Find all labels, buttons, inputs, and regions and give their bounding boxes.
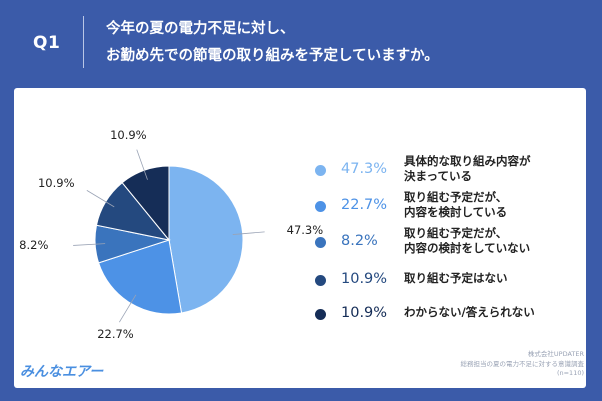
legend-dot xyxy=(315,201,326,212)
pie-leader-line xyxy=(73,243,106,246)
source-company: 株式会社UPDATER xyxy=(527,350,584,358)
legend-label-line1: 取り組む予定だが、 xyxy=(404,226,508,240)
legend-label-line2: 決まっている xyxy=(404,169,472,183)
pie-leader-line xyxy=(232,231,265,235)
question-header: Q1 今年の夏の電力不足に対し、 お勤め先での節電の取り組みを予定していますか。 xyxy=(0,0,602,84)
legend-label: 取り組む予定だが、 内容を検討している xyxy=(404,190,507,220)
legend-item: 47.3% 具体的な取り組み内容が 決まっている xyxy=(315,154,583,188)
question-text-line2: お勤め先での節電の取り組みを予定していますか。 xyxy=(106,48,439,64)
legend-label: 取り組む予定はない xyxy=(404,271,508,286)
question-number: Q1 xyxy=(33,33,61,53)
legend-label-line1: わからない/答えられない xyxy=(404,305,535,319)
pie-percent-label: 10.9% xyxy=(110,128,147,143)
header-divider xyxy=(83,16,84,68)
chart-legend: 47.3% 具体的な取り組み内容が 決まっている 22.7% 取り組む予定だが、… xyxy=(315,154,583,390)
legend-label: 取り組む予定だが、 内容の検討をしていない xyxy=(404,226,530,256)
legend-percent: 47.3% xyxy=(341,161,388,177)
legend-label: 具体的な取り組み内容が 決まっている xyxy=(404,154,531,184)
legend-percent: 10.9% xyxy=(341,305,388,321)
pie-percent-label: 10.9% xyxy=(37,176,75,191)
survey-source: 株式会社UPDATER 総務担当の夏の電力不足に対する意識調査 (n=110) xyxy=(461,350,585,379)
legend-label-line2: 内容を検討している xyxy=(404,205,508,219)
pie-leader-line xyxy=(119,294,137,323)
legend-dot xyxy=(315,309,326,320)
pie-chart xyxy=(73,149,265,323)
legend-item: 10.9% 取り組む予定はない xyxy=(315,264,583,298)
chart-card: 47.3% 22.7% 8.2% 10.9% 10.9% 47.3% 具体的な取り組み内… xyxy=(14,88,586,388)
source-sample-size: (n=110) xyxy=(556,369,584,377)
question-text-line1: 今年の夏の電力不足に対し、 xyxy=(106,21,295,37)
brand-logo: みんなエアー xyxy=(20,364,104,380)
legend-item: 8.2% 取り組む予定だが、 内容の検討をしていない xyxy=(315,226,583,260)
source-survey-title: 総務担当の夏の電力不足に対する意識調査 xyxy=(460,359,585,368)
legend-label-line2: 内容の検討をしていない xyxy=(404,241,531,255)
legend-dot xyxy=(315,275,326,286)
legend-dot xyxy=(315,237,326,248)
pie-percent-label: 22.7% xyxy=(97,327,134,341)
pie-leader-line xyxy=(86,190,115,208)
pie-percent-label: 8.2% xyxy=(19,237,49,252)
legend-label-line1: 取り組む予定だが、 xyxy=(404,190,508,204)
legend-label-line1: 具体的な取り組み内容が xyxy=(404,154,531,168)
legend-label: わからない/答えられない xyxy=(404,305,535,320)
legend-dot xyxy=(315,165,326,176)
legend-percent: 8.2% xyxy=(341,233,378,249)
legend-item: 10.9% わからない/答えられない xyxy=(315,298,583,332)
legend-percent: 10.9% xyxy=(341,271,388,287)
pie-percent-label: 47.3% xyxy=(286,223,324,238)
legend-item: 22.7% 取り組む予定だが、 内容を検討している xyxy=(315,190,583,224)
pie-leader-line xyxy=(136,149,148,180)
pie-slice xyxy=(168,165,244,314)
legend-label-line1: 取り組む予定はない xyxy=(404,271,508,285)
legend-percent: 22.7% xyxy=(341,197,388,213)
